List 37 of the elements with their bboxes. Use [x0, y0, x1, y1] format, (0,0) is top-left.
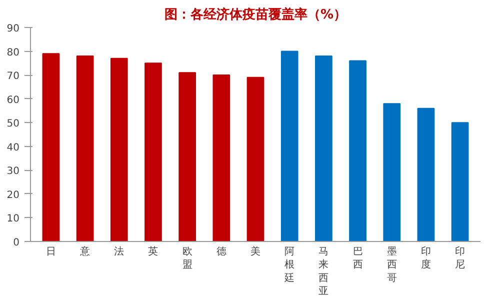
bar	[451, 122, 469, 242]
x-tick-label: 马来西亚	[318, 246, 329, 298]
x-tick-label: 意	[79, 246, 90, 258]
bar	[383, 103, 401, 242]
x-tick-label: 美	[250, 246, 260, 258]
x-tick-label: 墨西哥	[386, 246, 397, 284]
y-tick-label: 40	[6, 142, 20, 154]
bar	[110, 58, 128, 242]
x-tick-label: 印度	[420, 246, 431, 271]
bar	[280, 50, 298, 242]
y-tick-label: 70	[6, 71, 20, 82]
bar	[42, 53, 60, 242]
x-tick-label: 巴西	[352, 246, 363, 271]
y-tick-label: 30	[6, 166, 20, 178]
bar	[315, 56, 332, 242]
x-tick-label: 英	[148, 246, 158, 258]
x-tick-label: 德	[216, 246, 226, 258]
x-tick-label: 日	[46, 246, 56, 258]
y-tick-label: 60	[6, 94, 20, 106]
bar	[417, 108, 435, 242]
bar	[349, 60, 366, 242]
bar	[212, 74, 230, 242]
x-tick-label: 印尼	[455, 246, 466, 271]
bar	[178, 72, 196, 242]
y-tick-label: 20	[6, 190, 20, 201]
y-tick-label: 0	[13, 238, 20, 248]
bar	[76, 56, 94, 242]
y-tick-label: 90	[6, 24, 20, 34]
chart-title: 图：各经济体疫苗覆盖率（%）	[164, 6, 347, 22]
x-tick-label: 法	[114, 246, 124, 258]
y-tick-label: 10	[6, 214, 20, 225]
bar	[246, 76, 264, 242]
y-tick-label: 80	[6, 47, 20, 58]
bar	[144, 62, 162, 242]
x-tick-label: 阿根廷	[284, 246, 295, 284]
y-tick-label: 50	[6, 118, 20, 130]
x-tick-label: 欧盟	[182, 246, 192, 271]
